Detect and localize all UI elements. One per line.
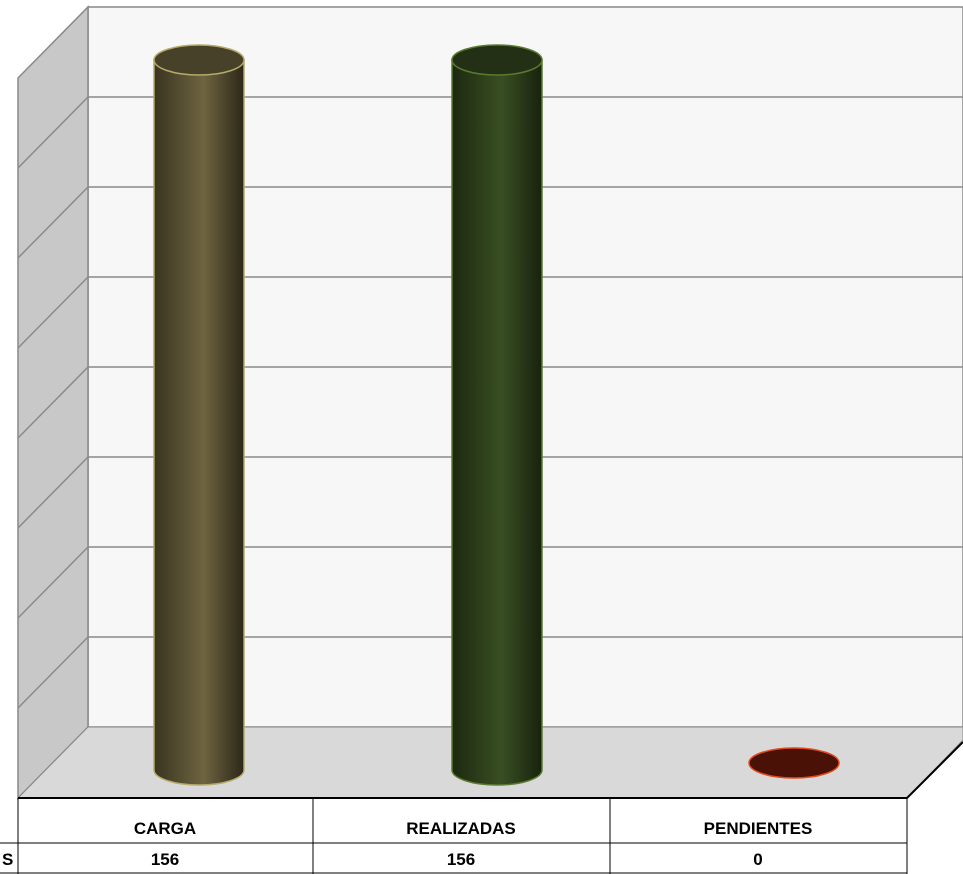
- data-table: CARGA REALIZADAS PENDIENTES S 156 156 0: [0, 798, 908, 874]
- value-label: 156: [151, 850, 179, 869]
- bar: [451, 44, 543, 786]
- bar-body: [153, 59, 245, 786]
- bar: [748, 747, 840, 779]
- value-label: 156: [447, 850, 475, 869]
- bar: [153, 44, 245, 786]
- gridline: [17, 96, 89, 169]
- bar-top: [153, 44, 245, 76]
- gridline: [17, 186, 89, 259]
- category-label: CARGA: [134, 819, 196, 838]
- gridline: [17, 636, 89, 709]
- category-label: REALIZADAS: [406, 819, 516, 838]
- floor-right-edge: [906, 741, 963, 799]
- bar-top: [748, 747, 840, 779]
- gridline: [17, 276, 89, 349]
- bars: [153, 44, 840, 786]
- bar-body: [451, 59, 543, 786]
- value-label: 0: [753, 850, 762, 869]
- series-name-label: S: [2, 850, 13, 869]
- bar-top: [451, 44, 543, 76]
- category-label: PENDIENTES: [704, 819, 813, 838]
- gridline: [17, 366, 89, 439]
- gridline: [17, 546, 89, 619]
- gridline: [17, 456, 89, 529]
